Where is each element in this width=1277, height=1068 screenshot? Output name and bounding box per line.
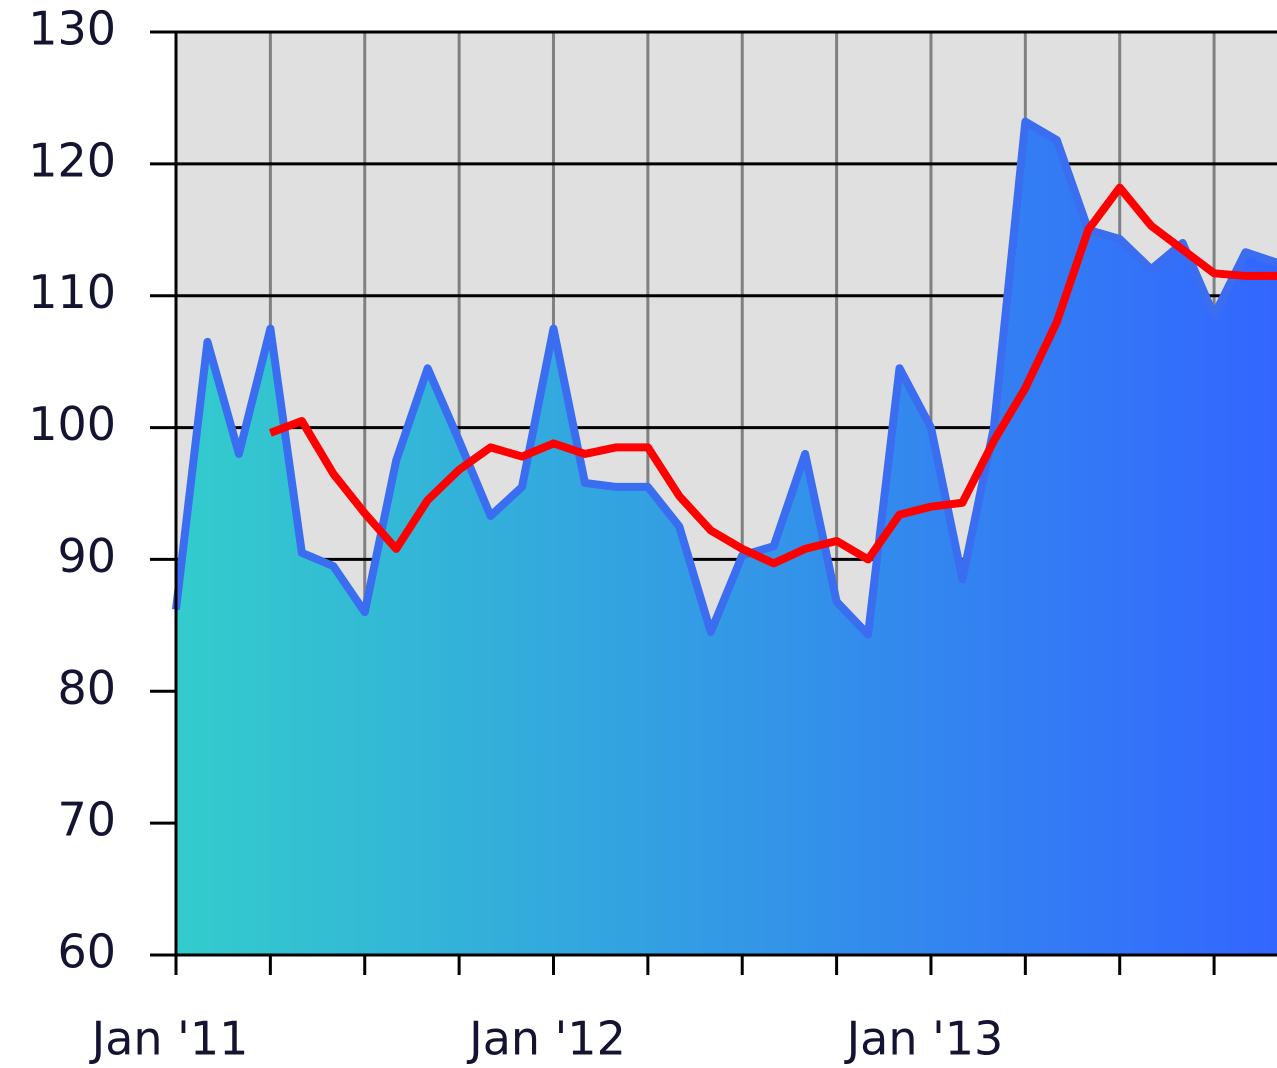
y-tick-label: 130: [28, 2, 116, 56]
line: [268, 183, 1277, 568]
x-tick-label: Jan '11: [89, 1012, 249, 1066]
area: [176, 121, 1277, 956]
y-tick-label: 90: [57, 529, 116, 583]
y-tick-label: 100: [28, 397, 116, 451]
x-tick-label: Jan '12: [466, 1012, 626, 1066]
y-tick-label: 120: [28, 133, 116, 187]
x-tick-label: Jan '13: [844, 1012, 1004, 1066]
y-tick-label: 80: [57, 661, 116, 715]
y-tick-label: 60: [57, 925, 116, 979]
y-tick-label: 110: [28, 265, 116, 319]
y-tick-label: 70: [57, 793, 116, 847]
line: [172, 117, 1277, 639]
